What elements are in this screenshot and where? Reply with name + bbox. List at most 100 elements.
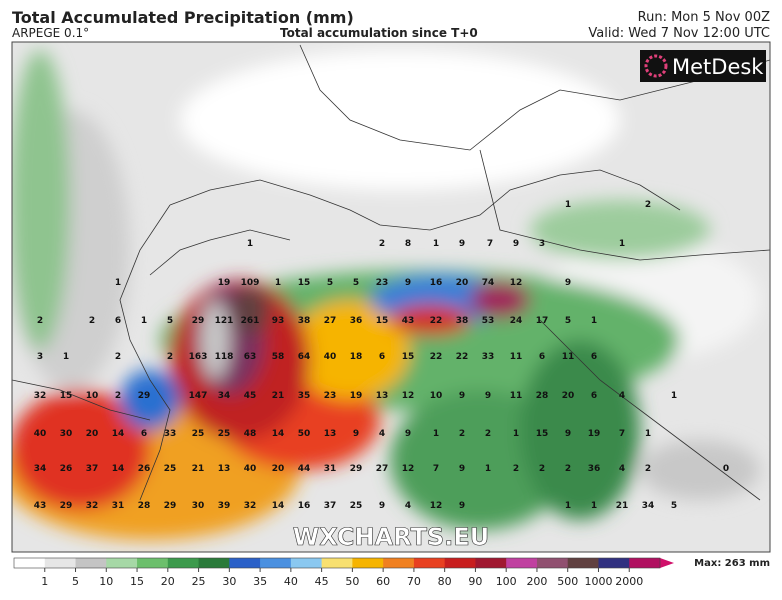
map-value: 64 (298, 352, 311, 362)
map-value: 34 (642, 501, 655, 511)
legend-label: 80 (438, 575, 452, 588)
map-value: 45 (244, 391, 257, 401)
color-swatch (137, 558, 169, 568)
map-value: 33 (164, 429, 177, 439)
map-value: 17 (536, 316, 549, 326)
map-value: 38 (456, 316, 469, 326)
logo: MetDesk (672, 55, 764, 79)
map-value: 23 (376, 278, 389, 288)
map-value: 34 (218, 391, 231, 401)
color-swatch (598, 558, 630, 568)
legend-arrow (660, 558, 674, 568)
valid: Valid: Wed 7 Nov 12:00 UTC (588, 26, 770, 41)
map-value: 39 (218, 501, 231, 511)
color-swatch (352, 558, 384, 568)
color-swatch (413, 558, 446, 568)
map-value: 5 (167, 316, 173, 326)
map-value: 2 (89, 316, 95, 326)
map-value: 16 (298, 501, 311, 511)
map-value: 20 (272, 464, 285, 474)
map-value: 29 (192, 316, 205, 326)
map-value: 1 (247, 239, 253, 249)
map-value: 1 (671, 391, 677, 401)
map-value: 15 (298, 278, 311, 288)
color-swatch (44, 558, 77, 568)
map-value: 9 (459, 239, 465, 249)
map-value: 12 (510, 278, 523, 288)
map-value: 32 (244, 501, 257, 511)
color-swatch (475, 558, 507, 568)
color-swatch (383, 558, 415, 568)
subtitle: Total accumulation since T+0 (280, 26, 478, 40)
map-value: 74 (482, 278, 495, 288)
legend-label: 70 (407, 575, 421, 588)
map-value: 14 (112, 429, 125, 439)
map-value: 43 (402, 316, 415, 326)
map-value: 6 (539, 352, 545, 362)
map-value: 2 (513, 464, 519, 474)
map-value: 29 (350, 464, 363, 474)
map-value: 20 (456, 278, 469, 288)
map-value: 9 (459, 464, 465, 474)
map-value: 2 (167, 352, 173, 362)
map-value: 50 (298, 429, 311, 439)
map-value: 109 (241, 278, 260, 288)
color-swatch (536, 558, 569, 568)
map-value: 19 (218, 278, 231, 288)
map-value: 8 (405, 239, 411, 249)
map-value: 20 (562, 391, 575, 401)
map-value: 1 (565, 501, 571, 511)
map-value: 48 (244, 429, 257, 439)
map-value: 9 (405, 278, 411, 288)
map-value: 5 (565, 316, 571, 326)
map-value: 28 (138, 501, 151, 511)
color-swatch (260, 558, 292, 568)
map-value: 6 (141, 429, 147, 439)
map-value: 21 (272, 391, 285, 401)
legend-label: 35 (253, 575, 267, 588)
map-value: 1 (275, 278, 281, 288)
map-value: 2 (379, 239, 385, 249)
map-value: 11 (510, 352, 523, 362)
map-value: 2 (115, 391, 121, 401)
legend-label: 1000 (584, 575, 612, 588)
map-value: 3 (37, 352, 43, 362)
map-value: 4 (379, 429, 385, 439)
color-swatch (321, 558, 353, 568)
map-value: 163 (189, 352, 208, 362)
map-value: 40 (244, 464, 257, 474)
color-swatch (567, 558, 599, 568)
map-value: 58 (272, 352, 285, 362)
map-value: 4 (405, 501, 411, 511)
map-value: 2 (645, 464, 651, 474)
map-value: 10 (86, 391, 99, 401)
legend-label: 500 (557, 575, 578, 588)
map-value: 53 (482, 316, 495, 326)
map-value: 1 (485, 464, 491, 474)
color-swatch (444, 558, 476, 568)
map-value: 13 (324, 429, 337, 439)
map-value: 2 (115, 352, 121, 362)
model: ARPEGE 0.1° (12, 26, 90, 40)
legend-frame (13, 557, 661, 569)
map-value: 5 (353, 278, 359, 288)
map-value: 37 (86, 464, 99, 474)
map-value: 9 (379, 501, 385, 511)
map-value: 26 (60, 464, 73, 474)
map-value: 19 (588, 429, 601, 439)
map-value: 13 (376, 391, 389, 401)
map-value: 34 (34, 464, 47, 474)
map-value: 36 (350, 316, 363, 326)
map-value: 1 (433, 429, 439, 439)
map-value: 31 (112, 501, 125, 511)
color-swatch (198, 558, 230, 568)
map-value: 36 (588, 464, 601, 474)
map-value: 9 (565, 278, 571, 288)
map-value: 9 (459, 501, 465, 511)
map-value: 10 (430, 391, 443, 401)
map-value: 32 (34, 391, 47, 401)
map-value: 30 (192, 501, 205, 511)
map-value: 27 (376, 464, 389, 474)
legend-label: 200 (526, 575, 547, 588)
